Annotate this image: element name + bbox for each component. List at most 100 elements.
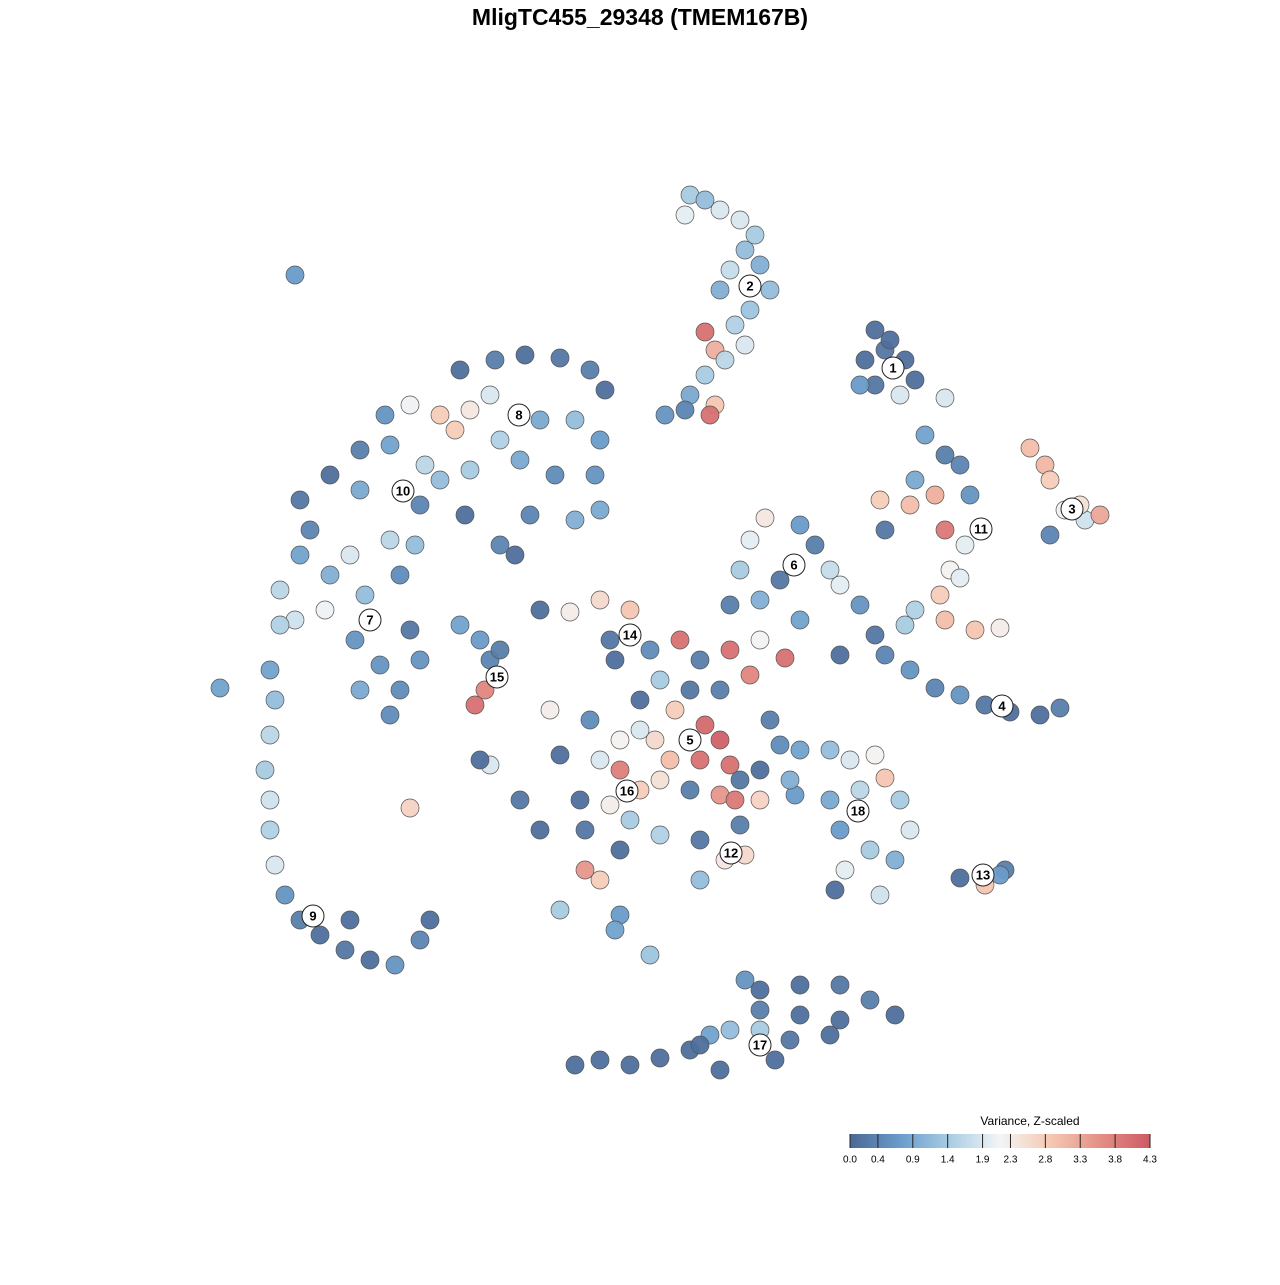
point [935, 520, 955, 540]
point [650, 670, 670, 690]
cluster-label-bg [719, 841, 743, 865]
point [590, 430, 610, 450]
point [830, 575, 850, 595]
point [585, 465, 605, 485]
point [430, 470, 450, 490]
point [720, 755, 740, 775]
point [740, 530, 760, 550]
cluster-label: 12 [724, 845, 738, 860]
point [875, 768, 895, 788]
point [690, 650, 710, 670]
point [955, 535, 975, 555]
point [415, 455, 435, 475]
point [360, 950, 380, 970]
point [850, 595, 870, 615]
point [880, 330, 900, 350]
point [790, 975, 810, 995]
point [870, 885, 890, 905]
point [570, 790, 590, 810]
point [660, 750, 680, 770]
point [575, 820, 595, 840]
point [260, 725, 280, 745]
cluster-label-bg [301, 904, 325, 928]
point [550, 348, 570, 368]
point [670, 630, 690, 650]
point [580, 360, 600, 380]
point [505, 545, 525, 565]
cluster-label: 17 [753, 1037, 767, 1052]
point [775, 648, 795, 668]
point [320, 465, 340, 485]
colorbar-tick-label: 0.4 [871, 1155, 885, 1166]
point [675, 205, 695, 225]
point [450, 360, 470, 380]
point [390, 565, 410, 585]
point [405, 535, 425, 555]
point [380, 435, 400, 455]
point [375, 405, 395, 425]
point [410, 650, 430, 670]
point [1030, 705, 1050, 725]
point [730, 815, 750, 835]
cluster-label-bg [748, 1033, 772, 1057]
point [950, 455, 970, 475]
point [350, 680, 370, 700]
point [790, 1005, 810, 1025]
point [750, 760, 770, 780]
point [430, 405, 450, 425]
point [935, 445, 955, 465]
point [530, 600, 550, 620]
point [620, 810, 640, 830]
point [735, 335, 755, 355]
colorbar-title: Variance, Z-scaled [980, 1114, 1079, 1128]
point [750, 590, 770, 610]
point [790, 610, 810, 630]
cluster-label: 18 [851, 803, 865, 818]
point [855, 350, 875, 370]
point [790, 515, 810, 535]
chart-title: MligTC455_29348 (TMEM167B) [472, 4, 808, 30]
point [400, 798, 420, 818]
cluster-label: 5 [686, 732, 693, 747]
point [410, 495, 430, 515]
point [875, 645, 895, 665]
point [860, 840, 880, 860]
cluster-label-bg [990, 694, 1014, 718]
point [750, 980, 770, 1000]
point [560, 602, 580, 622]
point [905, 600, 925, 620]
point [780, 1030, 800, 1050]
point [710, 680, 730, 700]
point [740, 300, 760, 320]
point [735, 240, 755, 260]
colorbar: Variance, Z-scaled 0.0 0.4 0.9 1.4 1.9 2.3 2.8… [843, 1114, 1157, 1165]
point [900, 495, 920, 515]
point [765, 1050, 785, 1070]
point [950, 868, 970, 888]
point [1050, 698, 1070, 718]
cluster-label-bg [738, 274, 762, 298]
point [650, 770, 670, 790]
cluster-label-bg [881, 356, 905, 380]
colorbar-tick-label: 0.0 [843, 1155, 857, 1166]
point [650, 825, 670, 845]
point [725, 315, 745, 335]
point [835, 860, 855, 880]
point [590, 750, 610, 770]
point [865, 745, 885, 765]
point [565, 510, 585, 530]
colorbar-tick-label: 3.3 [1073, 1155, 1087, 1166]
point [390, 680, 410, 700]
cluster-label-bg [391, 479, 415, 503]
point [590, 870, 610, 890]
cluster-label: 4 [998, 698, 1006, 713]
point [260, 660, 280, 680]
point [510, 790, 530, 810]
point [695, 322, 715, 342]
point [820, 1025, 840, 1045]
point [825, 880, 845, 900]
point [470, 750, 490, 770]
point [605, 920, 625, 940]
point [370, 655, 390, 675]
point [720, 1020, 740, 1040]
